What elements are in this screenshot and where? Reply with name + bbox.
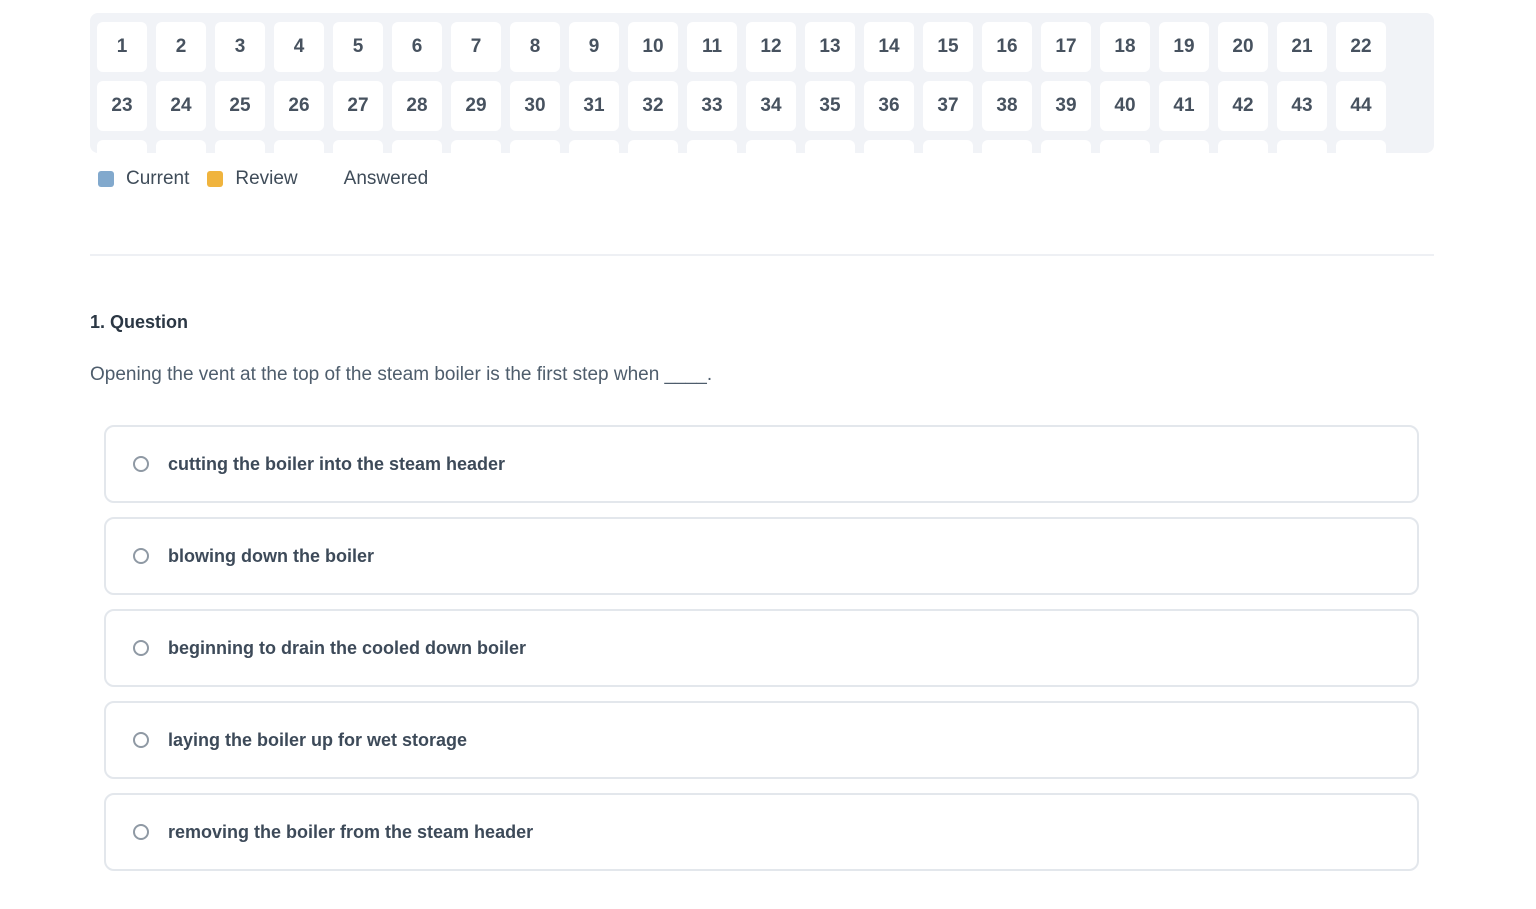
answer-option[interactable]: blowing down the boiler bbox=[104, 517, 1419, 595]
question-number-tile-partial[interactable] bbox=[274, 140, 324, 153]
question-number-tile[interactable]: 31 bbox=[569, 81, 619, 131]
question-number-tile-partial[interactable] bbox=[451, 140, 501, 153]
question-number-tile[interactable]: 18 bbox=[1100, 22, 1150, 72]
answer-option[interactable]: cutting the boiler into the steam header bbox=[104, 425, 1419, 503]
question-number-tile-partial[interactable] bbox=[746, 140, 796, 153]
question-number-tile[interactable]: 4 bbox=[274, 22, 324, 72]
question-number-tile[interactable]: 33 bbox=[687, 81, 737, 131]
question-number-tile-partial[interactable] bbox=[392, 140, 442, 153]
question-number-tile-partial[interactable] bbox=[628, 140, 678, 153]
question-number-tile[interactable]: 34 bbox=[746, 81, 796, 131]
question-number-tile[interactable]: 23 bbox=[97, 81, 147, 131]
answer-option[interactable]: removing the boiler from the steam heade… bbox=[104, 793, 1419, 871]
question-number-tile-partial[interactable] bbox=[1277, 140, 1327, 153]
question-number-grid: 1 2 3 4 5 6 7 8 9 10 11 12 13 14 15 16 17 18 19 20 21 22 23 24 2… bbox=[90, 13, 1434, 153]
question-number-tile[interactable]: 44 bbox=[1336, 81, 1386, 131]
question-number-tile[interactable]: 15 bbox=[923, 22, 973, 72]
question-number-tile-partial[interactable] bbox=[156, 140, 206, 153]
question-number-tile[interactable]: 26 bbox=[274, 81, 324, 131]
question-number-tile[interactable]: 5 bbox=[333, 22, 383, 72]
legend-swatch-answered bbox=[315, 171, 332, 187]
question-number-tile[interactable]: 22 bbox=[1336, 22, 1386, 72]
question-number-tile-partial[interactable] bbox=[1159, 140, 1209, 153]
radio-button[interactable] bbox=[133, 824, 149, 840]
question-number-tile[interactable]: 21 bbox=[1277, 22, 1327, 72]
question-number-tile[interactable]: 8 bbox=[510, 22, 560, 72]
legend-label-answered: Answered bbox=[343, 168, 429, 189]
question-number-tile-partial[interactable] bbox=[982, 140, 1032, 153]
question-number-tile[interactable]: 10 bbox=[628, 22, 678, 72]
answer-option[interactable]: laying the boiler up for wet storage bbox=[104, 701, 1419, 779]
question-number-tile[interactable]: 36 bbox=[864, 81, 914, 131]
question-number-tile-partial[interactable] bbox=[1041, 140, 1091, 153]
question-number-tile-partial[interactable] bbox=[687, 140, 737, 153]
question-number-tile-partial[interactable] bbox=[333, 140, 383, 153]
question-number-tile[interactable]: 40 bbox=[1100, 81, 1150, 131]
radio-button[interactable] bbox=[133, 456, 149, 472]
answer-option[interactable]: beginning to drain the cooled down boile… bbox=[104, 609, 1419, 687]
question-number-tile[interactable]: 35 bbox=[805, 81, 855, 131]
question-number-tile-partial[interactable] bbox=[569, 140, 619, 153]
quiz-page: 1 2 3 4 5 6 7 8 9 10 11 12 13 14 15 16 17 18 19 20 21 22 23 24 2… bbox=[90, 13, 1434, 871]
question-number-tile[interactable]: 13 bbox=[805, 22, 855, 72]
question-number-tile-partial[interactable] bbox=[1100, 140, 1150, 153]
answer-option-label: laying the boiler up for wet storage bbox=[168, 729, 468, 750]
answer-option-label: cutting the boiler into the steam header bbox=[168, 453, 506, 474]
question-number-tile-partial[interactable] bbox=[97, 140, 147, 153]
question-number-tile[interactable]: 32 bbox=[628, 81, 678, 131]
question-number-tile[interactable]: 29 bbox=[451, 81, 501, 131]
question-number-tile[interactable]: 43 bbox=[1277, 81, 1327, 131]
question-number-tile[interactable]: 37 bbox=[923, 81, 973, 131]
legend-swatch-review bbox=[207, 171, 224, 187]
question-number-tile-partial[interactable] bbox=[215, 140, 265, 153]
question-number-tile[interactable]: 42 bbox=[1218, 81, 1268, 131]
answer-option-label: blowing down the boiler bbox=[168, 545, 374, 566]
question-number-tile[interactable]: 12 bbox=[746, 22, 796, 72]
question-number-tile[interactable]: 17 bbox=[1041, 22, 1091, 72]
answer-option-label: beginning to drain the cooled down boile… bbox=[168, 637, 526, 658]
legend-item-current: Current bbox=[98, 168, 189, 190]
legend-label-review: Review bbox=[235, 168, 298, 189]
answer-options: cutting the boiler into the steam header… bbox=[90, 425, 1434, 871]
radio-button[interactable] bbox=[133, 548, 149, 564]
question-number-tile[interactable]: 27 bbox=[333, 81, 383, 131]
section-divider bbox=[90, 254, 1434, 256]
palette-legend: Current Review Answered bbox=[90, 168, 1434, 190]
question-number-tile[interactable]: 9 bbox=[569, 22, 619, 72]
question-number-tile-partial[interactable] bbox=[805, 140, 855, 153]
radio-button[interactable] bbox=[133, 640, 149, 656]
radio-button[interactable] bbox=[133, 732, 149, 748]
question-number-tile[interactable]: 41 bbox=[1159, 81, 1209, 131]
question-number-tile[interactable]: 11 bbox=[687, 22, 737, 72]
question-number-tile[interactable]: 16 bbox=[982, 22, 1032, 72]
question-number-tile[interactable]: 6 bbox=[392, 22, 442, 72]
legend-item-answered: Answered bbox=[315, 168, 429, 190]
question-number-tile[interactable]: 20 bbox=[1218, 22, 1268, 72]
question-number-tile[interactable]: 2 bbox=[156, 22, 206, 72]
question-number-tile-partial[interactable] bbox=[1218, 140, 1268, 153]
question-number-tile[interactable]: 14 bbox=[864, 22, 914, 72]
question-number-tile-partial[interactable] bbox=[923, 140, 973, 153]
question-number-tile[interactable]: 25 bbox=[215, 81, 265, 131]
question-number-tile-partial[interactable] bbox=[510, 140, 560, 153]
question-number-tile[interactable]: 28 bbox=[392, 81, 442, 131]
question-text: Opening the vent at the top of the steam… bbox=[90, 364, 713, 385]
question-palette: 1 2 3 4 5 6 7 8 9 10 11 12 13 14 15 16 17 18 19 20 21 22 23 24 2… bbox=[90, 13, 1434, 153]
question-heading: 1. Question bbox=[90, 312, 189, 332]
question-number-tile[interactable]: 7 bbox=[451, 22, 501, 72]
question-number-tile[interactable]: 30 bbox=[510, 81, 560, 131]
legend-label-current: Current bbox=[126, 168, 190, 189]
question-number-tile[interactable]: 39 bbox=[1041, 81, 1091, 131]
question-number-tile[interactable]: 19 bbox=[1159, 22, 1209, 72]
legend-item-review: Review bbox=[207, 168, 298, 190]
question-number-tile-partial[interactable] bbox=[1336, 140, 1386, 153]
answer-option-label: removing the boiler from the steam heade… bbox=[168, 821, 534, 842]
question-number-tile[interactable]: 1 bbox=[97, 22, 147, 72]
legend-swatch-current bbox=[98, 171, 114, 187]
question-number-tile[interactable]: 24 bbox=[156, 81, 206, 131]
question-number-tile[interactable]: 3 bbox=[215, 22, 265, 72]
question-number-tile[interactable]: 38 bbox=[982, 81, 1032, 131]
question-number-tile-partial[interactable] bbox=[864, 140, 914, 153]
